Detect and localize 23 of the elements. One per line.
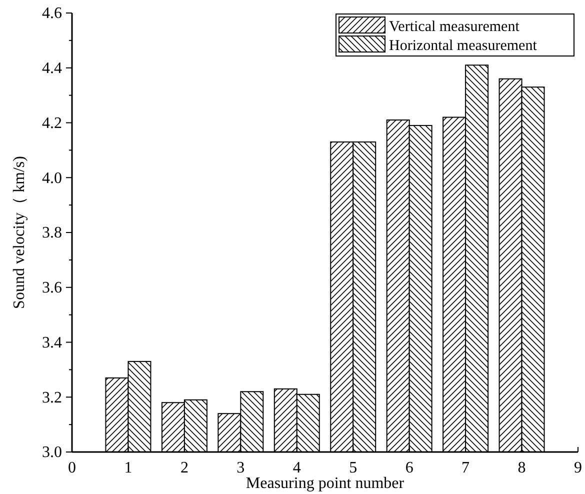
x-tick-label: 7 (462, 459, 470, 476)
x-tick-label: 4 (292, 459, 301, 476)
y-tick-label: 3.2 (42, 389, 62, 406)
y-tick-label: 4.2 (42, 114, 62, 132)
y-tick-label: 4.4 (42, 60, 62, 77)
x-tick-label: 1 (124, 459, 132, 476)
y-tick-label: 4.6 (42, 5, 62, 22)
y-tick-label: 4.0 (42, 170, 62, 187)
x-axis-title: Measuring point number (246, 475, 405, 492)
x-tick-label: 0 (68, 459, 76, 476)
x-tick-label: 5 (349, 459, 358, 476)
y-tick-label: 3.4 (42, 334, 62, 352)
x-tick-label: 8 (518, 459, 526, 476)
legend-label: Vertical measurement (389, 19, 520, 35)
x-tick-label: 3 (236, 459, 245, 476)
y-tick-label: 3.6 (42, 279, 62, 296)
y-axis-title: Sound velocity（ km/s) (11, 156, 28, 309)
x-tick-label: 9 (574, 459, 582, 476)
y-tick-label: 3.0 (42, 444, 62, 462)
x-tick-label: 6 (405, 459, 414, 476)
x-tick-label: 2 (180, 459, 188, 476)
legend-label: Horizontal measurement (389, 38, 538, 54)
y-tick-label: 3.8 (42, 224, 62, 242)
